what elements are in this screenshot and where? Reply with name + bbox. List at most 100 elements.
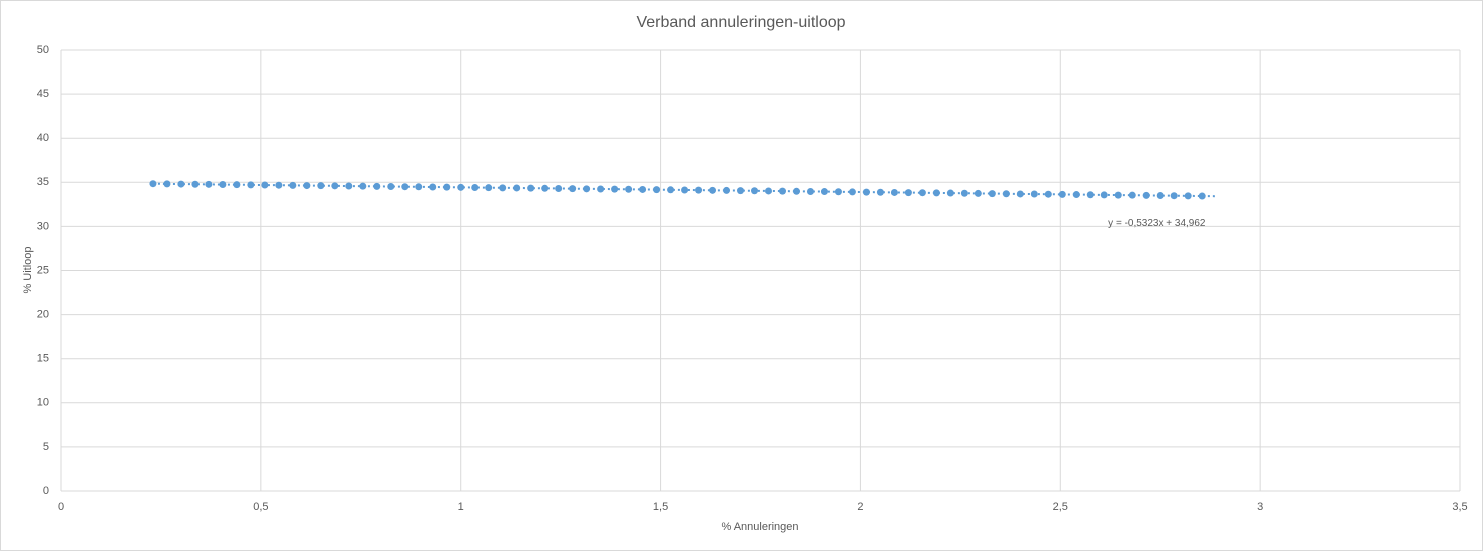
- data-point: [569, 185, 577, 193]
- data-point: [289, 181, 297, 189]
- data-point: [1114, 191, 1122, 199]
- data-point: [681, 186, 689, 194]
- data-point: [639, 185, 647, 193]
- data-point: [163, 180, 171, 188]
- data-point: [401, 183, 409, 191]
- data-point: [415, 183, 423, 191]
- y-tick-label: 45: [37, 88, 49, 100]
- data-point: [667, 186, 675, 194]
- y-tick-label: 30: [37, 220, 49, 232]
- data-point: [709, 186, 717, 194]
- x-tick-label: 1,5: [653, 501, 668, 513]
- data-point: [219, 181, 227, 189]
- data-point: [764, 187, 772, 195]
- data-point: [443, 183, 451, 191]
- data-point: [345, 182, 353, 190]
- data-point: [471, 184, 479, 192]
- x-axis-label: % Annuleringen: [721, 521, 798, 533]
- x-tick-label: 2,5: [1053, 501, 1068, 513]
- x-tick-label: 2: [857, 501, 863, 513]
- data-point: [1072, 191, 1080, 199]
- data-point: [359, 182, 367, 190]
- data-point: [806, 187, 814, 195]
- y-tick-label: 15: [37, 353, 49, 365]
- data-point: [177, 180, 185, 188]
- data-point: [848, 188, 856, 196]
- data-point: [918, 189, 926, 197]
- data-point: [974, 189, 982, 197]
- data-point: [205, 180, 213, 188]
- y-tick-label: 50: [37, 44, 49, 56]
- data-point: [792, 187, 800, 195]
- data-point: [317, 182, 325, 190]
- data-point: [695, 186, 703, 194]
- data-point: [834, 188, 842, 196]
- y-axis-label: % Uitloop: [22, 246, 34, 293]
- data-point: [1058, 190, 1066, 198]
- y-tick-label: 20: [37, 309, 49, 321]
- data-point: [653, 186, 661, 194]
- chart-title: Verband annuleringen-uitloop: [636, 14, 845, 31]
- x-tick-label: 1: [458, 501, 464, 513]
- data-point: [261, 181, 269, 189]
- y-tick-label: 0: [43, 485, 49, 497]
- data-point: [1016, 190, 1024, 198]
- data-point: [1156, 192, 1164, 200]
- data-point: [820, 188, 828, 196]
- data-point: [233, 181, 241, 189]
- y-tick-label: 40: [37, 132, 49, 144]
- data-point: [373, 182, 381, 190]
- data-point: [583, 185, 591, 193]
- data-point: [191, 180, 199, 188]
- data-point: [904, 189, 912, 197]
- x-tick-label: 3,5: [1452, 501, 1467, 513]
- data-point: [960, 189, 968, 197]
- data-point: [1044, 190, 1052, 198]
- data-point: [457, 183, 465, 191]
- data-point: [1198, 192, 1206, 200]
- data-point: [1184, 192, 1192, 200]
- data-point: [555, 184, 563, 192]
- data-point: [988, 190, 996, 198]
- data-point: [751, 187, 759, 195]
- y-tick-label: 25: [37, 264, 49, 276]
- data-point: [778, 187, 786, 195]
- data-point: [932, 189, 940, 197]
- data-point: [1030, 190, 1038, 198]
- data-point: [485, 184, 493, 192]
- x-tick-label: 0,5: [253, 501, 268, 513]
- data-point: [541, 184, 549, 192]
- data-point: [1142, 191, 1150, 199]
- data-point: [303, 182, 311, 190]
- y-tick-label: 5: [43, 441, 49, 453]
- data-point: [876, 188, 884, 196]
- x-tick-label: 0: [58, 501, 64, 513]
- data-point: [625, 185, 633, 193]
- y-tick-label: 35: [37, 176, 49, 188]
- data-point: [275, 181, 283, 189]
- data-point: [331, 182, 339, 190]
- data-point: [946, 189, 954, 197]
- data-point: [1002, 190, 1010, 198]
- data-point: [429, 183, 437, 191]
- data-point: [611, 185, 619, 193]
- data-point: [723, 186, 731, 194]
- y-tick-label: 10: [37, 397, 49, 409]
- data-point: [1100, 191, 1108, 199]
- data-point: [1086, 191, 1094, 199]
- x-tick-label: 3: [1257, 501, 1263, 513]
- data-point: [513, 184, 521, 192]
- data-point: [527, 184, 535, 192]
- data-point: [499, 184, 507, 192]
- data-point: [862, 188, 870, 196]
- data-point: [149, 180, 157, 188]
- data-point: [597, 185, 605, 193]
- data-point: [890, 188, 898, 196]
- data-point: [247, 181, 255, 189]
- data-point: [1170, 192, 1178, 200]
- data-point: [737, 187, 745, 195]
- data-point: [387, 183, 395, 191]
